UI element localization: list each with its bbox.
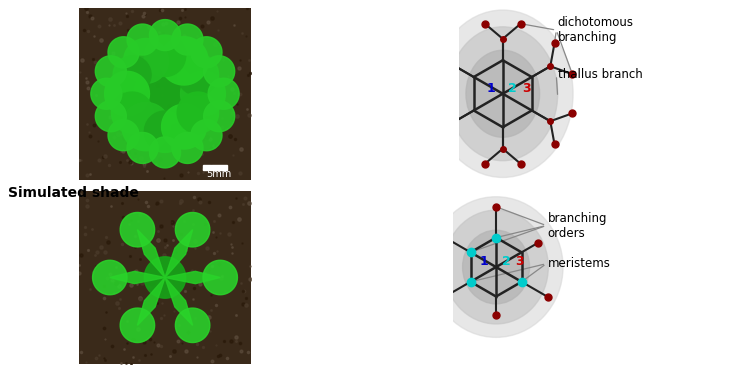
Text: branching
orders: branching orders — [548, 211, 608, 240]
Polygon shape — [137, 278, 165, 325]
Polygon shape — [120, 308, 154, 342]
Polygon shape — [165, 278, 193, 325]
Polygon shape — [149, 20, 181, 51]
Text: 1: 1 — [480, 255, 488, 268]
Ellipse shape — [444, 210, 548, 324]
Polygon shape — [120, 213, 154, 247]
Polygon shape — [108, 37, 139, 68]
Ellipse shape — [466, 50, 539, 137]
Polygon shape — [165, 272, 220, 284]
Polygon shape — [177, 54, 218, 96]
Polygon shape — [176, 213, 210, 247]
Text: 3: 3 — [515, 255, 523, 268]
Ellipse shape — [463, 230, 530, 304]
Polygon shape — [144, 257, 186, 298]
Polygon shape — [95, 56, 126, 87]
Polygon shape — [122, 102, 170, 151]
Polygon shape — [95, 100, 126, 132]
Ellipse shape — [429, 197, 563, 338]
Text: 3: 3 — [522, 82, 530, 95]
Polygon shape — [161, 104, 206, 149]
Polygon shape — [191, 120, 222, 151]
Text: meristems: meristems — [548, 257, 610, 270]
Polygon shape — [92, 260, 127, 295]
Polygon shape — [91, 78, 122, 109]
Polygon shape — [160, 37, 208, 85]
Polygon shape — [209, 78, 239, 109]
Polygon shape — [176, 308, 210, 342]
Polygon shape — [172, 132, 203, 164]
Text: thallus branch: thallus branch — [558, 69, 643, 81]
Polygon shape — [127, 132, 158, 164]
Text: 2: 2 — [502, 255, 511, 268]
Polygon shape — [113, 56, 151, 94]
Polygon shape — [137, 230, 165, 278]
Text: Simulated shade: Simulated shade — [8, 186, 138, 200]
Bar — [203, 165, 227, 170]
Polygon shape — [112, 92, 153, 134]
Polygon shape — [108, 120, 139, 151]
Polygon shape — [124, 39, 169, 83]
Polygon shape — [144, 111, 186, 152]
Ellipse shape — [448, 27, 558, 161]
Polygon shape — [191, 37, 222, 68]
Text: 5mm: 5mm — [206, 168, 232, 178]
Polygon shape — [105, 71, 149, 116]
Polygon shape — [165, 230, 193, 278]
Text: 2: 2 — [509, 82, 518, 95]
Polygon shape — [110, 272, 165, 284]
Polygon shape — [144, 35, 186, 76]
Text: 1: 1 — [486, 82, 495, 95]
Polygon shape — [204, 56, 235, 87]
Ellipse shape — [433, 10, 573, 177]
Polygon shape — [203, 260, 238, 295]
Polygon shape — [172, 24, 203, 55]
Text: dichotomous
branching: dichotomous branching — [558, 16, 634, 44]
Polygon shape — [149, 137, 181, 168]
Polygon shape — [181, 71, 225, 116]
Polygon shape — [204, 100, 235, 132]
Polygon shape — [177, 92, 218, 134]
Polygon shape — [127, 24, 158, 55]
Polygon shape — [134, 63, 196, 125]
